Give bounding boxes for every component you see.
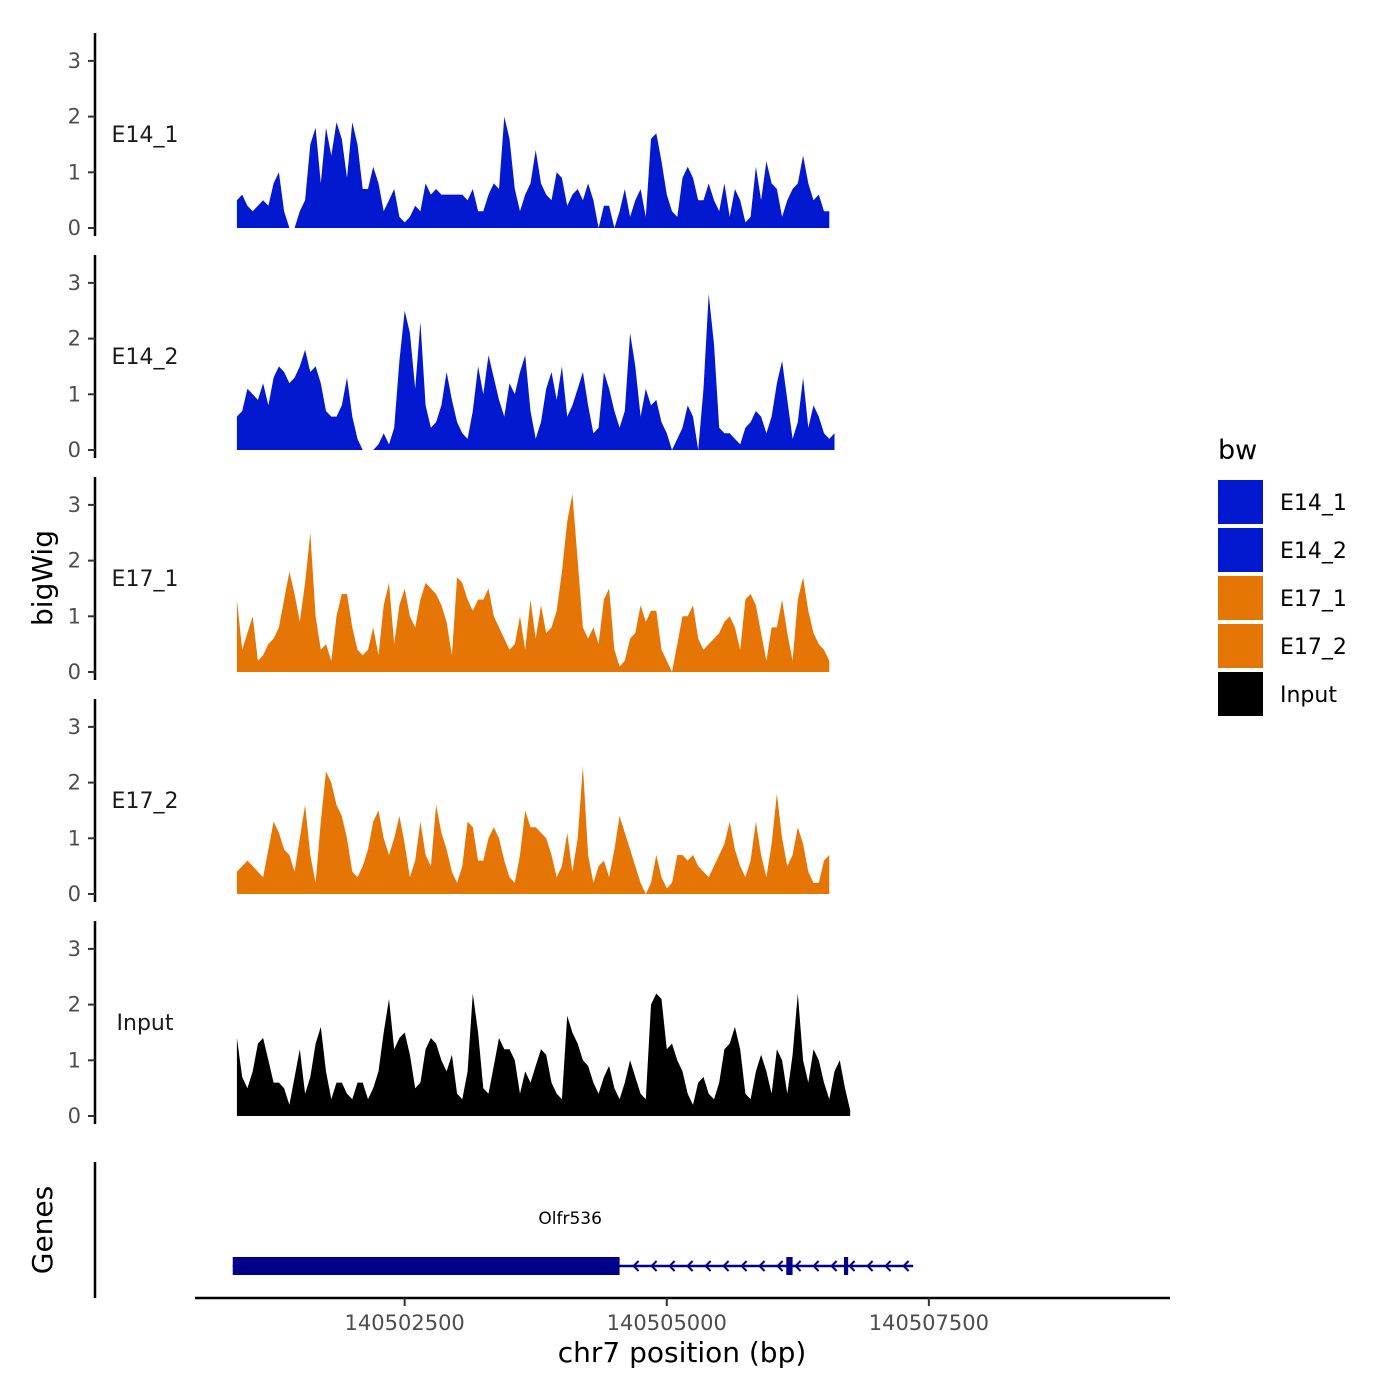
gene-strand-arrow [686, 1260, 694, 1272]
legend-label-e17_2: E17_2 [1280, 635, 1347, 660]
track-panel-e14-2: E14_2 [112, 345, 179, 370]
x-tick-label-140505000: 140505000 [607, 1311, 727, 1335]
y-tick-label-e17_1-2: 2 [68, 549, 81, 573]
gene-strand-arrow [884, 1260, 892, 1272]
y-tick-label-e17_2-1: 1 [68, 826, 81, 850]
coverage-area-e14_2 [236, 294, 835, 450]
gene-strand-arrow [668, 1260, 676, 1272]
coverage-area-e17_2 [236, 765, 830, 894]
gene-exon-2 [843, 1257, 849, 1275]
legend: bw [1218, 435, 1257, 466]
gene-strand-arrow [902, 1260, 910, 1272]
y-tick-label-e17_2-3: 3 [68, 715, 81, 739]
track-label-input: Input [117, 1011, 174, 1036]
legend-title: bw [1218, 435, 1257, 466]
y-tick-label-e17_1-1: 1 [68, 604, 81, 628]
gene-label-olfr536: Olfr536 [538, 1209, 602, 1229]
y-tick-label-e14_1-0: 0 [68, 216, 81, 240]
y-tick-label-e14_2-0: 0 [68, 438, 81, 462]
y-tick-label-e14_1-1: 1 [68, 160, 81, 184]
x-tick-label-140507500: 140507500 [869, 1311, 989, 1335]
gene-strand-arrow [848, 1260, 856, 1272]
legend-label-input: Input [1280, 683, 1337, 708]
gene-strand-arrow [632, 1260, 640, 1272]
track-panel-e14-1: E14_1 [112, 123, 179, 148]
gene-strand-arrow [776, 1260, 784, 1272]
gene-exon-0 [232, 1257, 620, 1275]
gene-strand-arrow [794, 1260, 802, 1272]
legend-swatch-e14_1 [1218, 480, 1263, 524]
y-tick-label-input-1: 1 [68, 1048, 81, 1072]
legend-swatch-input [1218, 672, 1263, 716]
y-tick-label-e14_2-2: 2 [68, 327, 81, 351]
y-tick-label-input-2: 2 [68, 993, 81, 1017]
legend-swatch-e17_1 [1218, 576, 1263, 620]
coverage-area-input [236, 993, 851, 1116]
gene-exon-1 [786, 1257, 793, 1275]
genes-panel-title: Genes [26, 1186, 59, 1274]
coverage-area-e17_1 [236, 493, 830, 672]
gene-strand-arrow [812, 1260, 820, 1272]
legend-swatch-e14_2 [1218, 528, 1263, 572]
track-label-e14-1: E14_1 [112, 123, 179, 148]
track-panel-input: Input [117, 1011, 174, 1036]
coverage-area-e14_1 [236, 116, 830, 228]
gene-strand-arrow [704, 1260, 712, 1272]
y-tick-label-e14_1-3: 3 [68, 49, 81, 73]
y-tick-label-e14_2-1: 1 [68, 382, 81, 406]
track-label-e17-1: E17_1 [112, 567, 179, 592]
gene-strand-arrow [866, 1260, 874, 1272]
y-tick-label-input-3: 3 [68, 937, 81, 961]
track-label-e14-2: E14_2 [112, 345, 179, 370]
legend-swatch-e17_2 [1218, 624, 1263, 668]
y-tick-label-e17_2-0: 0 [68, 882, 81, 906]
y-tick-label-e17_2-2: 2 [68, 771, 81, 795]
y-tick-label-e17_1-3: 3 [68, 493, 81, 517]
y-tick-label-e14_1-2: 2 [68, 105, 81, 129]
plot-marks: 0 1 2 3 0 1 2 3 0 1 2 3 0 1 2 3 0 1 2 3 140502500 140505000 14… [68, 33, 1347, 1335]
x-tick-label-140502500: 140502500 [345, 1311, 465, 1335]
y-tick-label-e14_2-3: 3 [68, 271, 81, 295]
legend-label-e17_1: E17_1 [1280, 587, 1347, 612]
gene-strand-arrow [650, 1260, 658, 1272]
legend-label-e14_2: E14_2 [1280, 539, 1347, 564]
y-tick-label-e17_1-0: 0 [68, 660, 81, 684]
x-axis-title: chr7 position (bp) [558, 1336, 807, 1369]
y-axis-title: bigWig [26, 530, 59, 626]
legend-label-e14_1: E14_1 [1280, 491, 1347, 516]
track-panel-e17-2: E17_2 [112, 789, 179, 814]
y-tick-label-input-0: 0 [68, 1104, 81, 1128]
track-panel-e17-1: E17_1 [112, 567, 179, 592]
track-label-e17-2: E17_2 [112, 789, 179, 814]
gene-strand-arrow [722, 1260, 730, 1272]
gene-strand-arrow [740, 1260, 748, 1272]
gene-strand-arrow [758, 1260, 766, 1272]
gene-strand-arrow [830, 1260, 838, 1272]
